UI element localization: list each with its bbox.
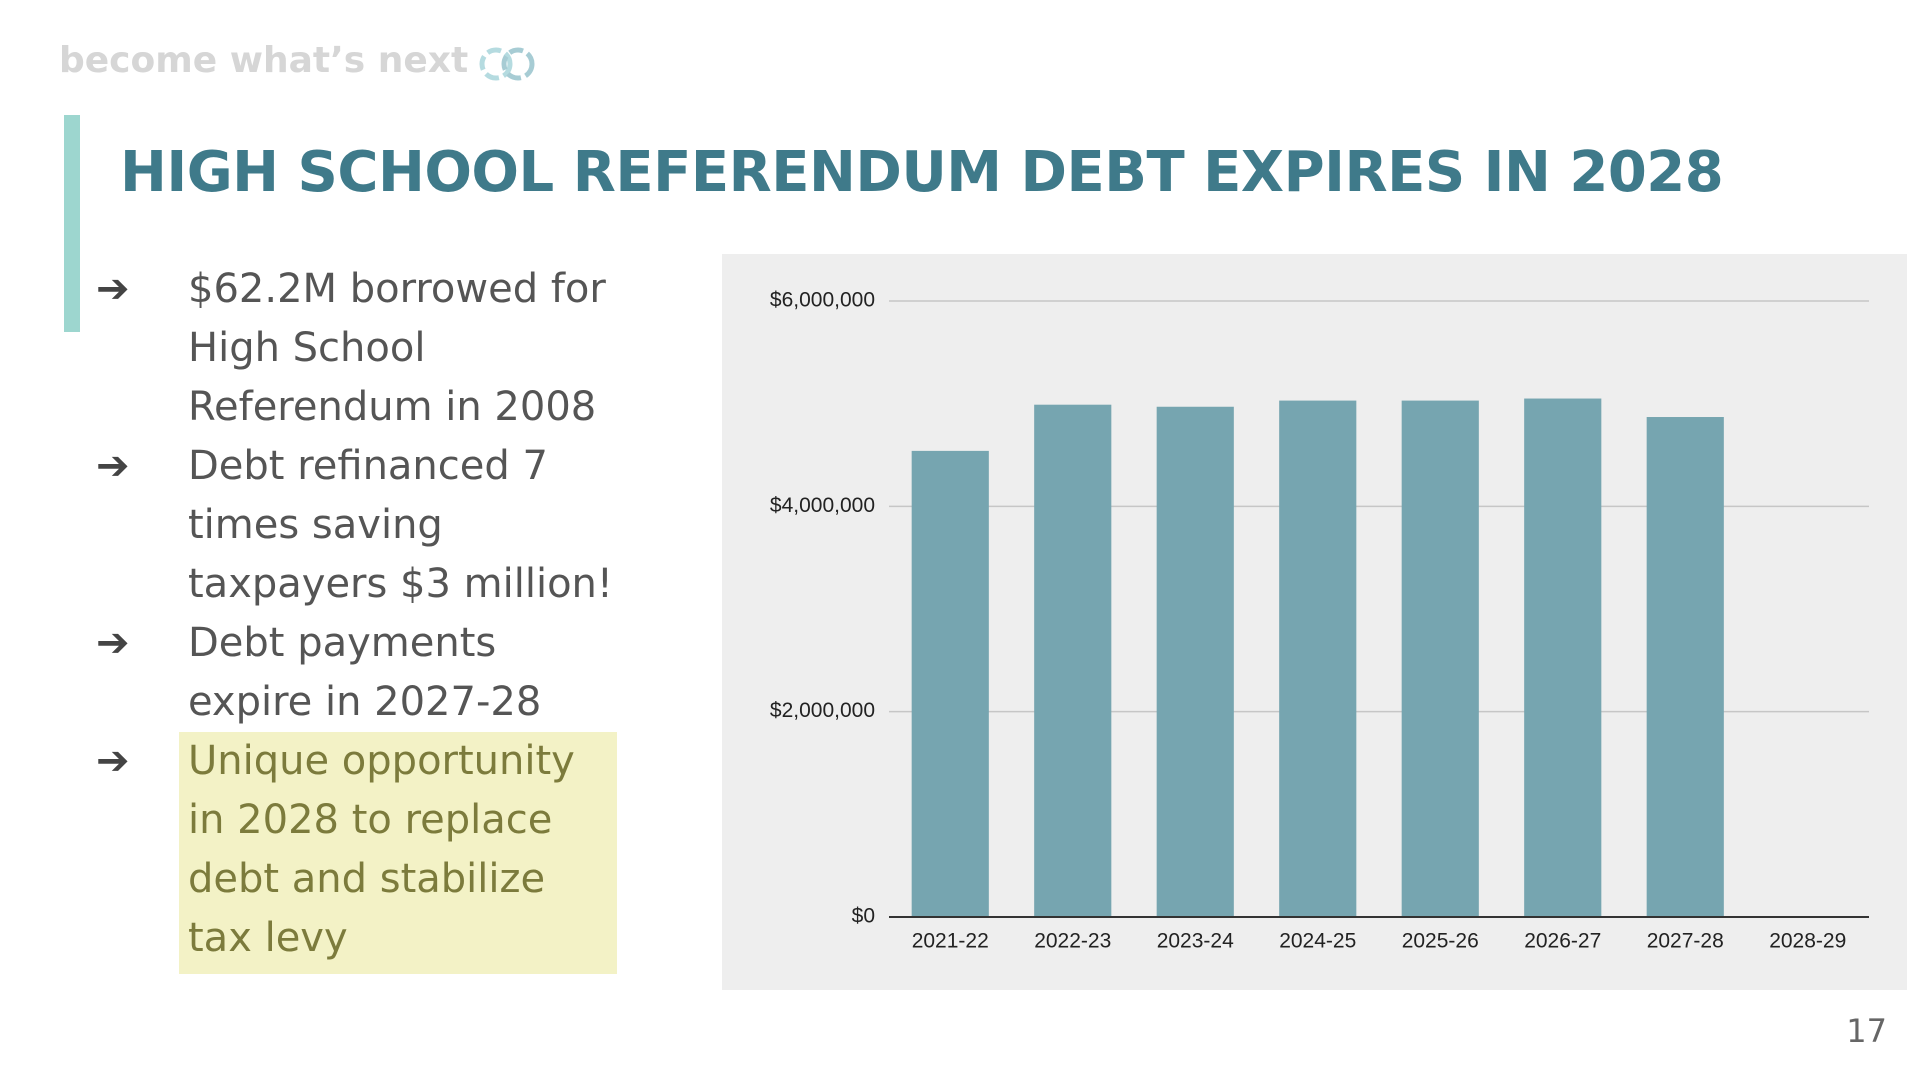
bar — [1156, 406, 1234, 917]
accent-bar — [64, 115, 80, 332]
bullet-text: Debt payments expire in 2027-28 — [188, 614, 617, 732]
slide-title: HIGH SCHOOL REFERENDUM DEBT EXPIRES IN 2… — [120, 140, 1724, 205]
bullet-arrow: ➔ — [96, 738, 130, 784]
x-tick-label: 2023-24 — [1157, 930, 1234, 953]
bullet-arrow: ➔ — [96, 443, 130, 489]
bullet: ➔ Debt refinanced 7 times saving taxpayers … — [96, 437, 617, 614]
x-tick-label: 2022-23 — [1034, 930, 1111, 953]
bar — [911, 450, 989, 917]
y-tick-label: $0 — [852, 905, 875, 928]
bar — [1401, 400, 1479, 917]
bullet-line: debt and stabilize — [188, 856, 546, 902]
x-tick-label: 2024-25 — [1279, 930, 1356, 953]
bullet-line: $62.2M borrowed for — [188, 266, 606, 312]
x-tick-label: 2027-28 — [1647, 930, 1724, 953]
bullet-arrow: ➔ — [96, 620, 130, 666]
x-tick-label: 2021-22 — [912, 930, 989, 953]
x-tick-label: 2028-29 — [1769, 930, 1846, 953]
brand: become what’s next — [59, 40, 469, 81]
bullet-line: tax levy — [188, 915, 348, 961]
y-tick-label: $6,000,000 — [770, 289, 875, 312]
chart: $0 $2,000,000 $4,000,000 $6,000,000 2021-22 2… — [722, 254, 1907, 990]
bar — [1646, 417, 1724, 917]
bar — [1279, 400, 1357, 917]
bullet: ➔ Debt payments expire in 2027-28 — [96, 614, 617, 732]
logo — [479, 47, 535, 81]
bullet-text: Unique opportunity in 2028 to replace debt… — [179, 732, 617, 974]
bullet-line: High School — [188, 325, 426, 371]
bullet-line: in 2028 to replace — [188, 797, 553, 843]
bullet-line: taxpayers $3 million! — [188, 561, 613, 607]
bullet: ➔ $62.2M borrowed for High School Referendu… — [96, 260, 617, 437]
bullet-arrow: ➔ — [96, 266, 130, 312]
bullet-text: $62.2M borrowed for High School Referendum… — [188, 260, 617, 437]
bullet-line: expire in 2027-28 — [188, 679, 542, 725]
bullet: ➔ Unique opportunity in 2028 to replace deb… — [96, 732, 617, 974]
bullet-line: Debt refinanced 7 — [188, 443, 548, 489]
bullet-list: ➔ $62.2M borrowed for High School Referendu… — [96, 260, 617, 974]
bullet-text: Debt refinanced 7 times saving taxpayers $… — [188, 437, 617, 614]
bar — [1034, 404, 1112, 917]
bullet-line: Debt payments — [188, 620, 497, 666]
y-tick-label: $4,000,000 — [770, 494, 875, 517]
x-tick-label: 2026-27 — [1524, 930, 1601, 953]
bullet-line: times saving — [188, 502, 443, 548]
bar — [1524, 398, 1602, 917]
bullet-line: Unique opportunity — [188, 738, 575, 784]
x-tick-label: 2025-26 — [1402, 930, 1479, 953]
page-number: 17 — [1846, 1012, 1887, 1050]
bullet-line: Referendum in 2008 — [188, 384, 597, 430]
y-tick-label: $2,000,000 — [770, 699, 875, 722]
